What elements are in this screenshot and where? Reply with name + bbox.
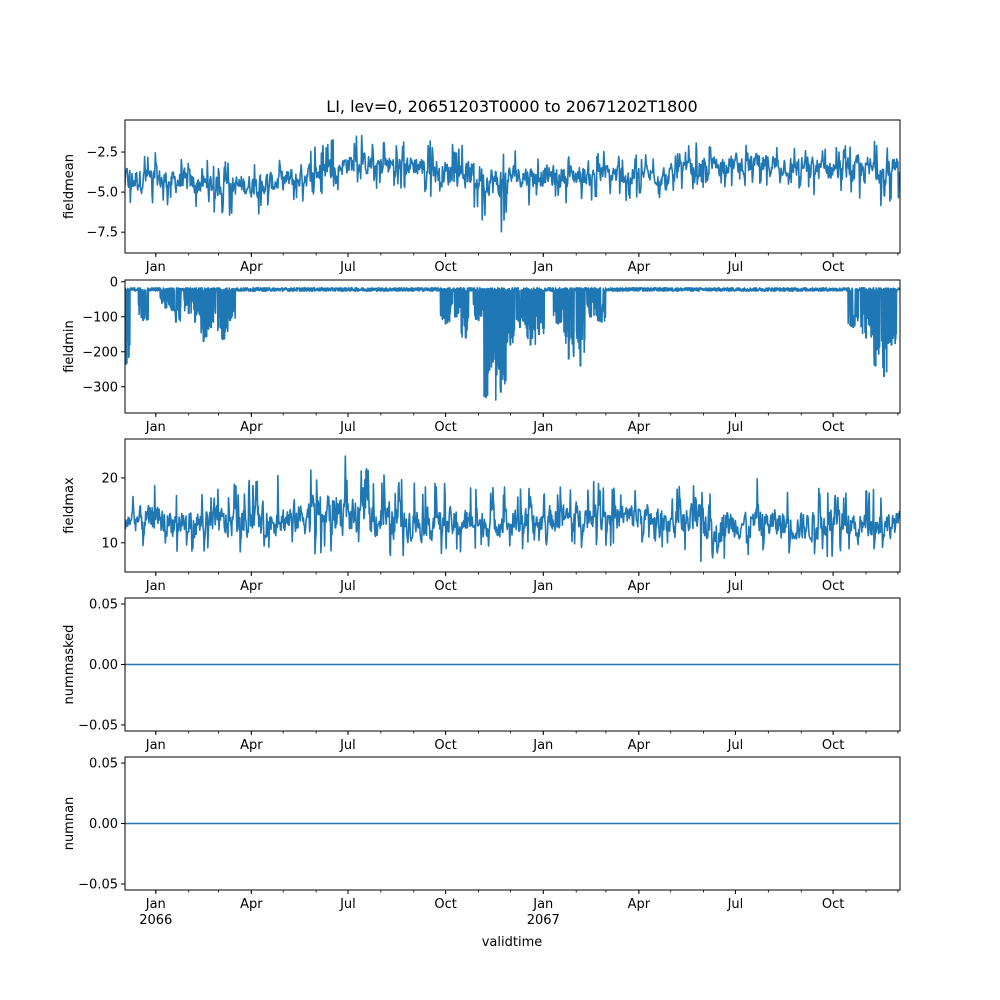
x-tick-label: Jul xyxy=(339,897,356,912)
x-tick-label: Jan xyxy=(532,738,553,753)
y-tick-label: 10 xyxy=(101,536,118,551)
x-tick-label: Oct xyxy=(822,897,844,912)
x-tick-label: Apr xyxy=(628,579,651,594)
x-tick-label: Apr xyxy=(628,897,651,912)
y-tick-label: −300 xyxy=(82,380,118,395)
x-tick-label: Apr xyxy=(240,260,263,275)
axes-frame-fieldmean xyxy=(124,119,901,254)
y-tick-label: −7.5 xyxy=(86,226,118,241)
x-tick-label: Jul xyxy=(727,579,744,594)
x-tick-label: Jul xyxy=(339,420,356,435)
y-tick-label: −100 xyxy=(82,310,118,325)
y-tick-label: −5.0 xyxy=(86,186,118,201)
y-tick-label: −0.05 xyxy=(78,877,118,892)
x-tick-label: Oct xyxy=(434,260,456,275)
series-line-fieldmean xyxy=(125,134,900,233)
x-tick-label: Jan xyxy=(145,579,166,594)
x-tick-label: Jan xyxy=(532,260,553,275)
y-axis-label-numnan: numnan xyxy=(62,797,77,851)
x-axis-label: validtime xyxy=(482,935,543,950)
axes-frame-fieldmin xyxy=(124,279,901,414)
panels: −2.5 −5.0 −7.5 fieldmean Jan Apr Jul Oct Jan Apr J… xyxy=(62,119,901,928)
x-tick-label: Oct xyxy=(822,420,844,435)
panel-fieldmin: 0 −100 −200 −300 fieldmin Jan Apr Jul Oct Jan Apr J… xyxy=(62,275,901,435)
x-tick-label: Jul xyxy=(339,738,356,753)
x-tick-label: Oct xyxy=(434,897,456,912)
y-tick-label: 0.00 xyxy=(89,658,118,673)
y-tick-label: 0.05 xyxy=(89,757,118,772)
x-tick-label: Jan xyxy=(145,420,166,435)
x-tick-label: Oct xyxy=(822,260,844,275)
panel-numnan: 0.05 0.00 −0.05 numnan Jan Apr Jul Oct Jan Apr Jul… xyxy=(62,756,901,928)
x-tick-label: Apr xyxy=(628,260,651,275)
x-tick-label: Apr xyxy=(240,579,263,594)
x-tick-label: Apr xyxy=(240,897,263,912)
x-tick-label: Jul xyxy=(727,738,744,753)
x-tick-label: Apr xyxy=(240,738,263,753)
y-tick-label: 0.05 xyxy=(89,598,118,613)
x-tick-label: Jul xyxy=(727,420,744,435)
y-axis-label-fieldmin: fieldmin xyxy=(62,320,77,373)
x-tick-label: Oct xyxy=(822,579,844,594)
x-tick-label: Oct xyxy=(434,579,456,594)
x-tick-label: Oct xyxy=(822,738,844,753)
x-year-label: 2067 xyxy=(527,913,560,928)
x-tick-label: Jul xyxy=(339,260,356,275)
y-tick-label: 0.00 xyxy=(89,817,118,832)
x-tick-label: Oct xyxy=(434,420,456,435)
x-tick-label: Jan xyxy=(532,897,553,912)
x-tick-label: Apr xyxy=(240,420,263,435)
x-tick-label: Jan xyxy=(145,738,166,753)
x-tick-label: Jan xyxy=(145,897,166,912)
x-tick-label: Jan xyxy=(145,260,166,275)
x-tick-label: Apr xyxy=(628,738,651,753)
x-tick-label: Jul xyxy=(339,579,356,594)
series-line-fieldmin xyxy=(125,286,900,401)
y-axis-label-fieldmean: fieldmean xyxy=(62,154,77,219)
y-tick-label: −2.5 xyxy=(86,146,118,161)
x-tick-label: Jul xyxy=(727,897,744,912)
y-axis-label-fieldmax: fieldmax xyxy=(62,477,77,534)
x-tick-label: Jan xyxy=(532,420,553,435)
y-tick-label: 0 xyxy=(110,275,118,290)
x-tick-label: Jul xyxy=(727,260,744,275)
y-axis-label-nummasked: nummasked xyxy=(62,625,77,705)
x-tick-label: Jan xyxy=(532,579,553,594)
x-tick-label: Oct xyxy=(434,738,456,753)
y-tick-label: 20 xyxy=(101,471,118,486)
axes-frame-fieldmax xyxy=(124,438,901,573)
x-year-label: 2066 xyxy=(139,913,172,928)
x-tick-label: Apr xyxy=(628,420,651,435)
figure-title: LI, lev=0, 20651203T0000 to 20671202T180… xyxy=(326,97,697,116)
series-line-fieldmax xyxy=(125,455,900,563)
y-tick-label: −200 xyxy=(82,345,118,360)
panel-fieldmax: 20 10 fieldmax Jan Apr Jul Oct Jan Apr Jul Oct xyxy=(62,438,901,594)
panel-fieldmean: −2.5 −5.0 −7.5 fieldmean Jan Apr Jul Oct Jan Apr J… xyxy=(62,119,901,275)
y-tick-label: −0.05 xyxy=(78,718,118,733)
